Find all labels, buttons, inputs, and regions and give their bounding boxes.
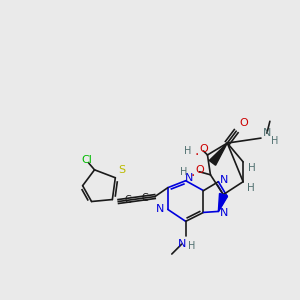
Text: N: N: [263, 128, 271, 138]
Text: H: H: [180, 167, 188, 177]
Text: H: H: [184, 146, 192, 156]
Text: Cl: Cl: [81, 155, 92, 165]
Text: N: N: [220, 175, 229, 185]
Text: H: H: [271, 136, 278, 146]
Text: .: .: [190, 165, 195, 179]
Text: C: C: [125, 194, 132, 205]
Text: H: H: [247, 183, 255, 193]
Text: N: N: [184, 173, 193, 183]
Text: C: C: [142, 193, 148, 202]
Text: N: N: [156, 204, 164, 214]
Text: N: N: [178, 239, 186, 249]
Text: O: O: [195, 165, 204, 175]
Text: O: O: [240, 118, 248, 128]
Polygon shape: [218, 194, 227, 211]
Text: H: H: [248, 163, 256, 173]
Text: S: S: [119, 165, 126, 175]
Text: O: O: [199, 144, 208, 154]
Polygon shape: [209, 143, 227, 165]
Text: .: .: [194, 144, 199, 158]
Text: H: H: [188, 241, 195, 251]
Text: N: N: [220, 208, 229, 218]
